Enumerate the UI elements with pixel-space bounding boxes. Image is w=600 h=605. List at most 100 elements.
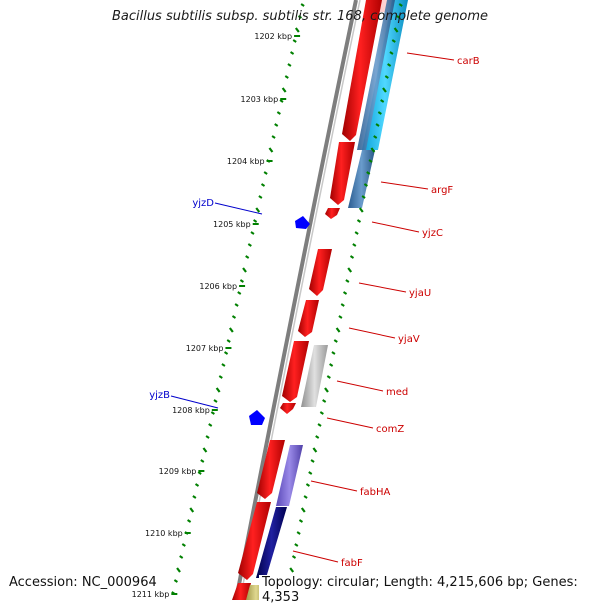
tick-track-left [171,3,305,595]
tick-mark-left [279,99,284,103]
tick-mark-right [358,207,364,213]
gene-label-yjzC: yjzC [422,228,443,239]
cds-arrow-argF [330,142,355,205]
tick-mark-left [276,111,281,115]
tick-mark-left [255,207,261,213]
tick-mark-left [189,507,195,513]
tick-mark-left [226,339,231,343]
tick-mark-right [303,495,308,499]
tick-mark-right [335,327,341,333]
tick-mark-left [208,423,213,427]
tick-mark-right [331,351,336,355]
scale-tick-label: 1207 kbp [186,344,224,353]
scale-tick-label: 1211 kbp [132,590,170,599]
tick-mark-left [284,75,289,79]
leader-line [371,221,420,233]
gene-label-fabHA: fabHA [360,487,391,498]
scale-tick-label: 1203 kbp [241,95,279,104]
tick-mark-left [176,567,181,573]
tick-mark-right [294,543,299,547]
blast-hit-navy [256,507,287,578]
blast-hit-gray [301,345,328,407]
tick-mark-left [221,363,226,367]
tick-mark-right [387,63,392,67]
tick-mark-right [375,123,380,127]
cds-arrow-fabHA [257,440,285,499]
gene-label-argF: argF [431,185,453,196]
tick-mark-left [260,183,266,187]
tick-mark-right [345,279,350,283]
genome-backbone-shade [239,0,361,600]
gene-label-comZ: comZ [376,424,404,435]
blast-hit-steel [357,0,395,150]
cds-arrow-bottom [232,583,251,600]
tick-mark-right [315,435,320,439]
cds-arrow-yjaU [309,249,332,296]
tick-mark-right [319,411,324,415]
leader-line [170,395,219,409]
tick-mark-left [237,291,242,295]
tick-mark-left [250,231,255,235]
tick-mark-right [296,531,301,535]
tick-mark-right [322,399,327,403]
map-title: Bacillus subtilis subsp. subtilis str. 1… [111,9,489,24]
tick-mark-left [218,375,223,379]
cds-arrow-yjzC [325,208,340,219]
tick-mark-left [300,3,305,7]
scale-tick-label: 1202 kbp [254,32,292,41]
genome-backbone [234,0,358,600]
tick-mark-right [389,51,394,55]
tick-mark-right [289,567,295,573]
cds-arrow-fabF [238,502,271,580]
tick-mark-right [380,99,385,103]
tick-mark-left [242,267,247,273]
gene-label-fabF: fabF [341,558,363,569]
tick-mark-right [326,375,331,379]
tick-mark-right [393,27,399,33]
cds-arrow-carB [342,0,382,141]
tick-mark-left [274,123,279,127]
tick-mark-right [370,147,376,153]
gene-label-yjzD: yjzD [192,198,214,209]
tick-mark-right [347,267,353,273]
scale-labels: 1202 kbp 1203 kbp 1204 kbp 1205 kbp 1206 kbp… [132,32,301,599]
feature-yjzB-marker [249,410,265,425]
tick-mark-left [258,195,263,199]
tick-mark-right [352,243,357,247]
cds-arrow-comZ [280,403,296,414]
tick-mark-left [287,63,292,67]
tick-mark-left [234,303,239,307]
tick-mark-left [268,147,274,153]
leader-line [310,480,358,492]
tick-mark-right [391,39,396,43]
tick-mark-left [292,39,297,43]
gene-label-yjzB: yjzB [149,390,170,401]
tick-mark-right [377,111,382,115]
tick-mark-right [398,3,403,7]
tick-mark-left [271,135,276,139]
tick-mark-left [281,87,287,93]
leader-line [406,52,455,61]
tick-mark-right [291,555,297,559]
scale-tick-label: 1210 kbp [145,529,183,538]
leader-line [214,202,263,215]
tick-mark-right [356,219,362,223]
tick-mark-left [210,411,215,415]
leader-line [326,417,374,429]
blast-hit-purple [276,445,303,506]
gene-label-med: med [386,387,408,398]
gene-label-carB: carB [457,56,480,67]
tick-mark-left [245,255,250,259]
scale-tick-label: 1206 kbp [199,282,237,291]
tick-mark-left [215,387,221,393]
tick-mark-left [224,351,229,355]
cds-arrow-med [282,341,309,402]
tick-mark-right [382,87,387,93]
genome-summary-text: Topology: circular; Length: 4,215,606 bp… [259,575,600,605]
tick-mark-left [205,435,210,439]
tick-mark-left [187,519,192,523]
accession-text: Accession: NC_000964 [6,575,160,590]
tick-mark-right [368,159,373,163]
tick-mark-left [213,399,218,403]
tick-mark-right [312,447,318,453]
